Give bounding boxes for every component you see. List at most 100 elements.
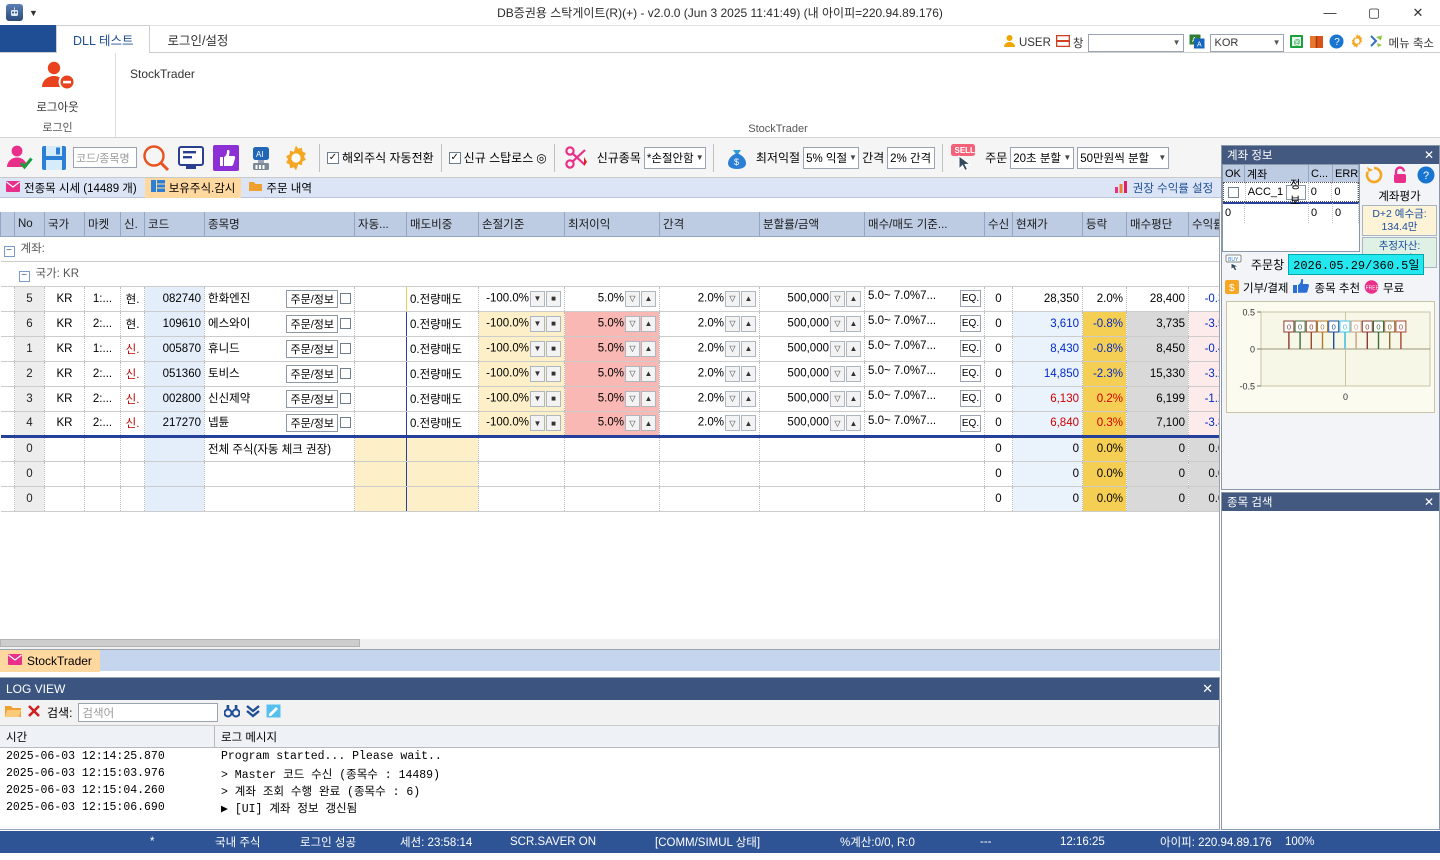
order-info-button[interactable]: 주문/정보	[286, 364, 338, 383]
spinner-button[interactable]: ■	[546, 415, 561, 431]
cell-split[interactable]: 500,000 ▽ ▲	[759, 311, 865, 337]
gear-icon[interactable]	[1349, 33, 1365, 52]
minimize-button[interactable]: —	[1323, 5, 1337, 20]
spinner-button[interactable]: ▲	[846, 315, 861, 332]
acct-th-ok[interactable]: OK	[1223, 165, 1245, 182]
spinner-button[interactable]: ■	[546, 290, 561, 307]
close-icon[interactable]: ✕	[1423, 148, 1434, 162]
order-split-select[interactable]: 20초 분할 ▼	[1010, 146, 1075, 169]
cell-sell-ratio[interactable]: -100.0% ▼ ■	[478, 411, 565, 437]
spinner-button[interactable]: ▼	[530, 365, 545, 382]
cell-code[interactable]: 217270	[144, 411, 205, 437]
close-button[interactable]: ✕	[1412, 4, 1424, 20]
table-row[interactable]: 1 KR 1:... 신. 005870 휴니드 주문/정보 0.전량매도 -100.0% ▼ ■ 5…	[0, 336, 1219, 362]
spinner-button[interactable]: ▲	[641, 290, 656, 307]
cell-sell-ratio[interactable]: -100.0% ▼ ■	[478, 311, 565, 337]
cell-code[interactable]: 082740	[144, 286, 205, 312]
order-info-button[interactable]: 주문/정보	[286, 414, 338, 432]
cell-split[interactable]: 500,000 ▽ ▲	[759, 361, 865, 387]
cell-basis[interactable]: 5.0~ 7.0%7... EQ.	[864, 311, 985, 337]
spinner-button[interactable]: ▽	[830, 290, 845, 307]
quick-access-dropdown-icon[interactable]: ▼	[29, 7, 38, 18]
spinner-button[interactable]: ▼	[530, 390, 545, 407]
spinner-button[interactable]: ▲	[741, 365, 756, 382]
monitor-icon[interactable]	[175, 142, 207, 174]
spinner-button[interactable]: ▲	[846, 365, 861, 382]
cell-auto[interactable]: 0.전량매도	[406, 286, 479, 312]
cell-auto[interactable]: 0.전량매도	[406, 311, 479, 337]
spinner-button[interactable]: ▼	[530, 290, 545, 307]
acct-ok-checkbox[interactable]	[1224, 182, 1246, 202]
eq-button[interactable]: EQ.	[960, 340, 981, 357]
spinner-button[interactable]: ▲	[846, 390, 861, 407]
edit-icon[interactable]	[266, 704, 281, 721]
cell-basis[interactable]: 5.0~ 7.0%7... EQ.	[864, 336, 985, 362]
row-checkbox[interactable]	[340, 292, 351, 304]
cell-min-profit[interactable]: 2.0% ▽ ▲	[659, 336, 760, 362]
binoculars-icon[interactable]	[223, 704, 241, 721]
cell-auto[interactable]: 0.전량매도	[406, 411, 479, 437]
row-checkbox[interactable]	[340, 342, 351, 354]
log-row[interactable]: 2025-06-03 12:15:04.260 > 계좌 조회 수행 완료 (종목…	[0, 782, 1219, 799]
log-col-time[interactable]: 시간	[0, 726, 215, 747]
ribbon-file-tab[interactable]	[0, 25, 56, 52]
cell-min-profit[interactable]: 2.0% ▽ ▲	[659, 361, 760, 387]
th-min-profit[interactable]: 최저이익	[564, 212, 660, 237]
spinner-button[interactable]: ▲	[741, 390, 756, 407]
spinner-button[interactable]: ▲	[641, 365, 656, 382]
sell-badge-icon[interactable]: SELL	[950, 142, 982, 174]
order-amount-select[interactable]: 50만원씩 분할 ▼	[1077, 146, 1170, 169]
account-row[interactable]: ACC_1 정보 0 0	[1223, 179, 1359, 207]
spinner-button[interactable]: ▽	[625, 365, 640, 382]
lock-icon[interactable]	[1392, 165, 1408, 187]
spinner-button[interactable]: ▽	[625, 290, 640, 307]
thumbsup-icon[interactable]	[1292, 278, 1311, 297]
spinner-button[interactable]: ▲	[741, 340, 756, 357]
double-down-icon[interactable]	[246, 704, 261, 721]
spinner-button[interactable]: ▽	[625, 390, 640, 407]
spinner-button[interactable]: ▽	[830, 415, 845, 431]
scissors-icon[interactable]	[562, 142, 594, 174]
money-bag-icon[interactable]: $	[721, 142, 753, 174]
new-stoploss-checkbox[interactable]: ✓ 신규 스탑로스	[448, 149, 533, 166]
add-user-icon[interactable]	[3, 142, 35, 174]
th-recv[interactable]: 수신	[984, 212, 1013, 237]
cell-auto[interactable]: 0.전량매도	[406, 386, 479, 412]
group-row-country[interactable]: − 국가: KR	[0, 261, 1219, 287]
cell-code[interactable]: 051360	[144, 361, 205, 387]
cell-name[interactable]: 신신제약 주문/정보	[204, 386, 355, 412]
th-auto[interactable]: 자동...	[354, 212, 407, 237]
spinner-button[interactable]: ▲	[846, 290, 861, 307]
gear-icon[interactable]	[280, 142, 312, 174]
spinner-button[interactable]: ▲	[846, 415, 861, 431]
th-sell-ratio[interactable]: 매도비중	[406, 212, 479, 237]
log-col-message[interactable]: 로그 메시지	[215, 726, 1219, 747]
collapse-toggle-icon[interactable]: −	[18, 270, 30, 282]
cell-stop-base[interactable]: 5.0% ▽ ▲	[564, 411, 660, 437]
acct-th-err[interactable]: ERR	[1333, 165, 1359, 182]
cell-sell-ratio[interactable]: -100.0% ▼ ■	[478, 386, 565, 412]
spinner-button[interactable]: ▽	[830, 390, 845, 407]
order-info-button[interactable]: 주문/정보	[286, 339, 338, 358]
log-search-input[interactable]: 검색어	[78, 703, 219, 722]
overseas-auto-convert-checkbox[interactable]: ✓ 해외주식 자동전환	[327, 149, 434, 166]
recommend-stock-label[interactable]: 종목 추천	[1314, 283, 1361, 295]
spinner-button[interactable]: ■	[546, 390, 561, 407]
spinner-button[interactable]: ▽	[830, 340, 845, 357]
order-info-button[interactable]: 주문/정보	[286, 314, 338, 333]
recommend-yield-setting[interactable]: 권장 수익률 설정	[1114, 180, 1213, 196]
doctab-all-quotes[interactable]: 전종목 시세 (14489 개)	[0, 178, 143, 198]
spinner-button[interactable]: ■	[546, 340, 561, 357]
spinner-button[interactable]: ▲	[741, 415, 756, 431]
spinner-button[interactable]: ▽	[725, 365, 740, 382]
th-no[interactable]: No	[14, 212, 45, 237]
cell-code[interactable]: 109610	[144, 311, 205, 337]
spinner-button[interactable]: ▲	[741, 290, 756, 307]
cell-basis[interactable]: 5.0~ 7.0%7... EQ.	[864, 411, 985, 437]
cell-auto[interactable]: 0.전량매도	[406, 361, 479, 387]
summary-row[interactable]: 0전체 주식(자동 체크 권장)000.0%00.00%0.00%	[0, 434, 1219, 462]
cell-min-profit[interactable]: 2.0% ▽ ▲	[659, 311, 760, 337]
spinner-button[interactable]: ▲	[846, 340, 861, 357]
spinner-button[interactable]: ▲	[641, 390, 656, 407]
table-row[interactable]: 6 KR 2:... 현. 109610 에스와이 주문/정보 0.전량매도 -100.0% ▼ ■…	[0, 311, 1219, 337]
